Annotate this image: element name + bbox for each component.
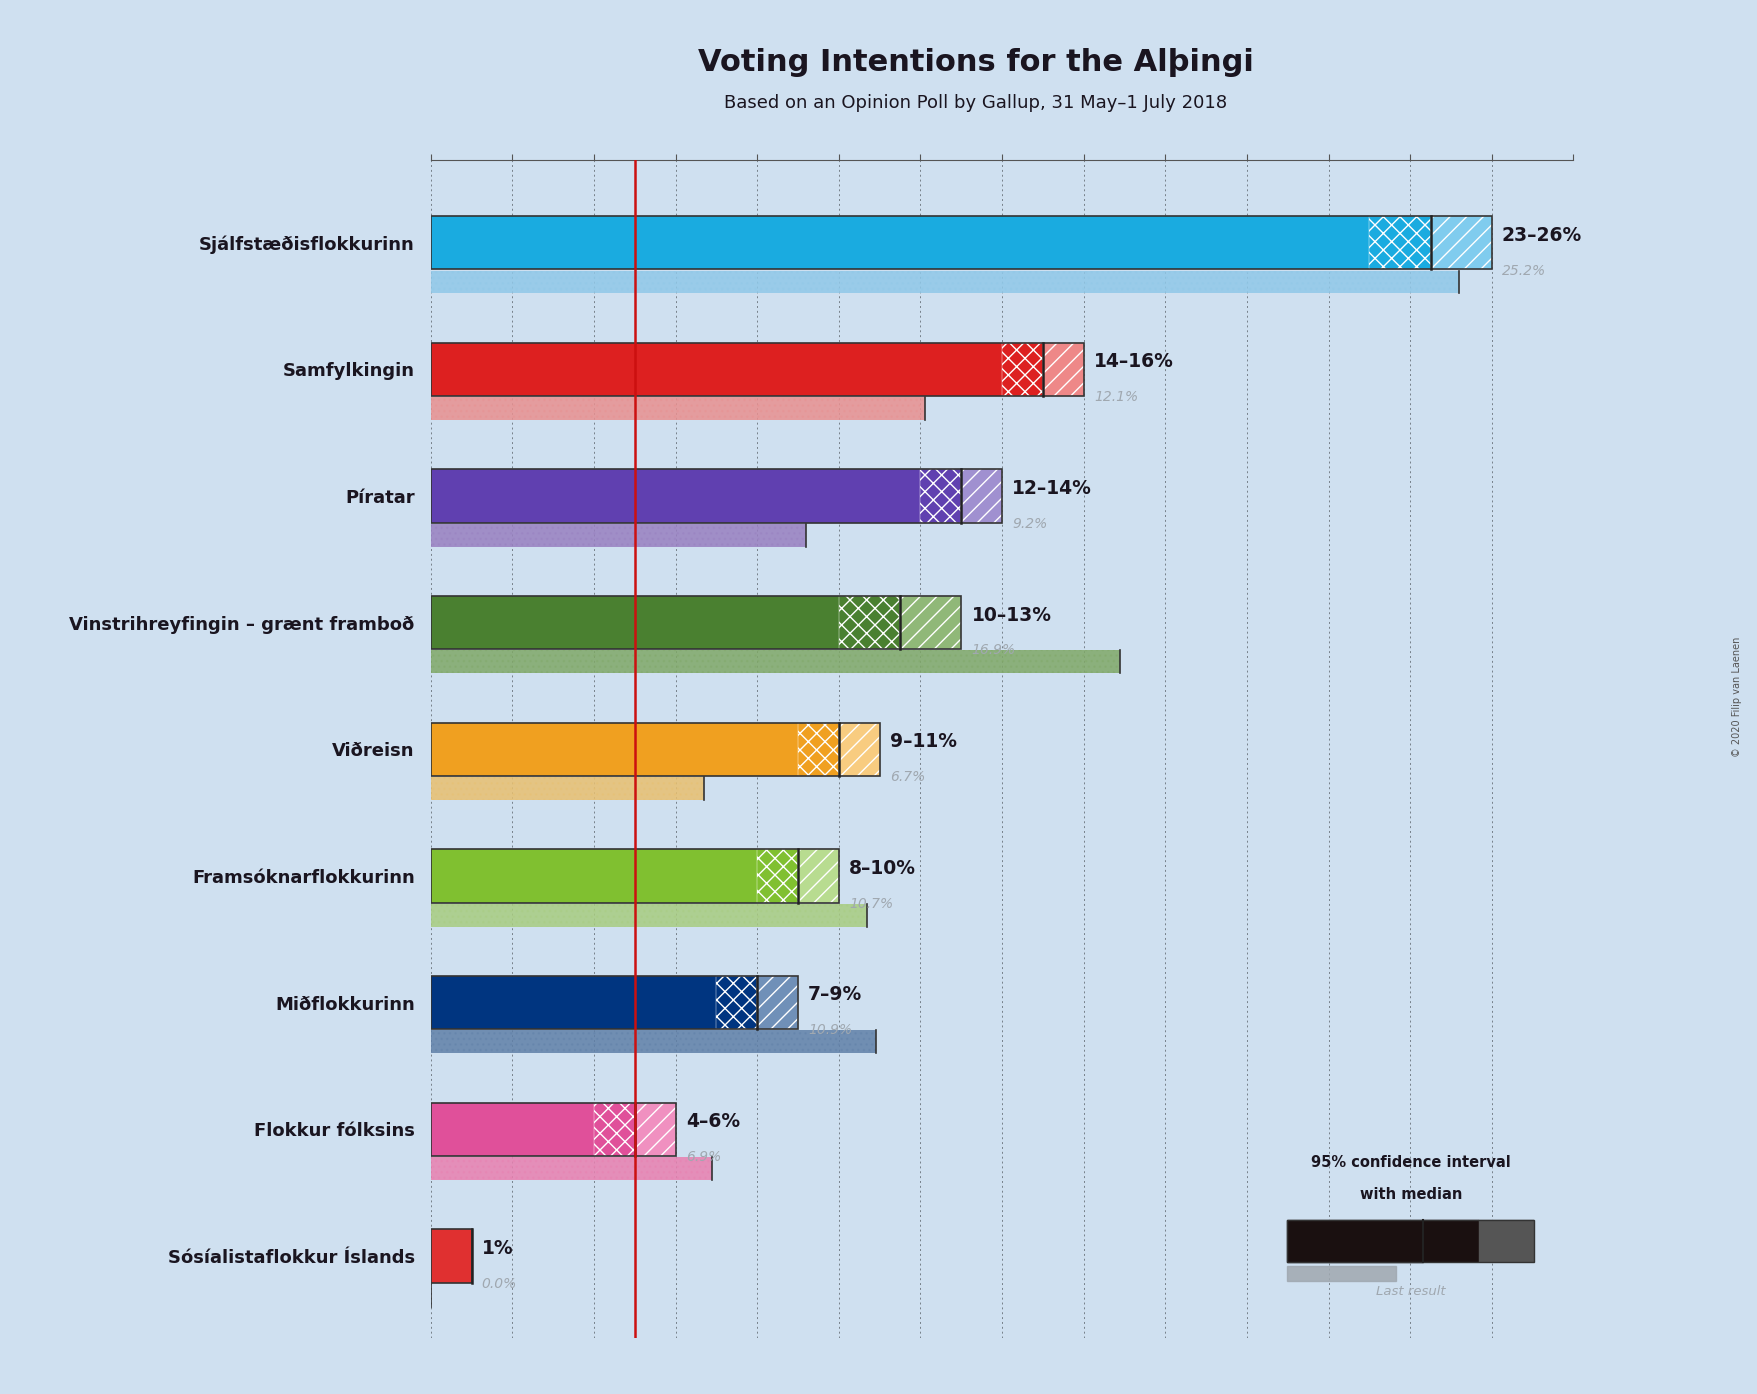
Text: 10.7%: 10.7% <box>849 896 893 910</box>
Bar <box>594 1103 675 1156</box>
Text: 4–6%: 4–6% <box>685 1112 740 1131</box>
Bar <box>430 651 1119 673</box>
Bar <box>594 1103 634 1156</box>
Bar <box>717 976 798 1029</box>
Bar <box>430 1030 875 1054</box>
Text: Last result: Last result <box>1376 1285 1444 1298</box>
Bar <box>430 903 866 927</box>
Bar <box>430 397 924 420</box>
Bar <box>634 1103 675 1156</box>
Bar <box>430 776 705 800</box>
Text: 16.9%: 16.9% <box>972 644 1016 658</box>
Bar <box>1286 1220 1423 1263</box>
Bar <box>838 597 961 650</box>
Bar <box>961 470 1001 523</box>
Bar <box>430 270 1458 293</box>
Text: © 2020 Filip van Laenen: © 2020 Filip van Laenen <box>1731 637 1741 757</box>
Bar <box>430 470 921 523</box>
Text: 6.7%: 6.7% <box>889 769 924 785</box>
Text: 9–11%: 9–11% <box>889 732 956 751</box>
Text: 14–16%: 14–16% <box>1093 353 1174 371</box>
Text: Based on an Opinion Poll by Gallup, 31 May–1 July 2018: Based on an Opinion Poll by Gallup, 31 M… <box>724 95 1226 112</box>
Text: 1%: 1% <box>481 1239 513 1257</box>
Bar <box>717 976 757 1029</box>
Bar <box>757 976 798 1029</box>
Bar <box>1001 343 1082 396</box>
Bar <box>430 1157 712 1179</box>
Bar <box>430 1103 675 1156</box>
Bar <box>757 849 798 902</box>
Bar <box>1001 343 1042 396</box>
Bar <box>838 722 878 776</box>
Text: 12–14%: 12–14% <box>1012 480 1091 498</box>
Bar <box>430 849 838 902</box>
Bar <box>1369 216 1492 269</box>
Bar <box>430 776 705 800</box>
Bar <box>798 849 838 902</box>
Bar <box>1286 1266 1395 1281</box>
Text: 95% confidence interval: 95% confidence interval <box>1311 1156 1509 1171</box>
Bar <box>430 270 1458 293</box>
Text: 10–13%: 10–13% <box>972 605 1051 625</box>
Text: Voting Intentions for the Alþingi: Voting Intentions for the Alþingi <box>698 49 1253 77</box>
Bar <box>430 470 1001 523</box>
Bar <box>430 597 961 650</box>
Text: 7–9%: 7–9% <box>808 986 863 1005</box>
Bar <box>798 722 878 776</box>
Bar <box>838 597 961 650</box>
Bar <box>430 1030 875 1054</box>
Bar <box>430 216 1492 269</box>
Bar <box>921 470 961 523</box>
Bar <box>430 651 1119 673</box>
Text: 25.2%: 25.2% <box>1500 263 1544 277</box>
Text: 23–26%: 23–26% <box>1500 226 1581 244</box>
Bar <box>717 976 798 1029</box>
Bar <box>430 524 806 546</box>
Bar <box>430 1230 471 1282</box>
Text: 12.1%: 12.1% <box>1093 390 1137 404</box>
Text: 10.9%: 10.9% <box>808 1023 852 1037</box>
Bar <box>430 597 838 650</box>
Text: 8–10%: 8–10% <box>849 859 915 878</box>
Bar <box>430 903 866 927</box>
Bar <box>838 597 900 650</box>
Bar <box>430 722 798 776</box>
Bar <box>1042 343 1082 396</box>
Bar <box>1369 216 1430 269</box>
Text: 6.9%: 6.9% <box>685 1150 720 1164</box>
Bar <box>430 1157 712 1179</box>
Bar <box>900 597 961 650</box>
Bar <box>757 849 838 902</box>
Bar <box>1478 1220 1534 1263</box>
Bar <box>430 1103 594 1156</box>
Bar <box>430 397 924 420</box>
Bar <box>430 216 1369 269</box>
Bar <box>1430 216 1492 269</box>
Bar <box>1369 216 1492 269</box>
Bar <box>1286 1220 1534 1263</box>
Text: 0.0%: 0.0% <box>481 1277 517 1291</box>
Text: 9.2%: 9.2% <box>1012 517 1047 531</box>
Text: with median: with median <box>1358 1188 1462 1203</box>
Bar <box>798 722 878 776</box>
Bar <box>594 1103 675 1156</box>
Bar <box>921 470 1001 523</box>
Bar <box>757 849 838 902</box>
Bar <box>430 976 717 1029</box>
Bar <box>798 722 838 776</box>
Bar <box>430 1230 471 1282</box>
Bar <box>430 343 1082 396</box>
Bar <box>921 470 1001 523</box>
Bar <box>430 524 806 546</box>
Bar <box>1001 343 1082 396</box>
Bar <box>430 722 878 776</box>
Bar <box>430 976 798 1029</box>
Bar <box>1423 1220 1478 1263</box>
Bar <box>430 849 757 902</box>
Bar <box>430 343 1001 396</box>
